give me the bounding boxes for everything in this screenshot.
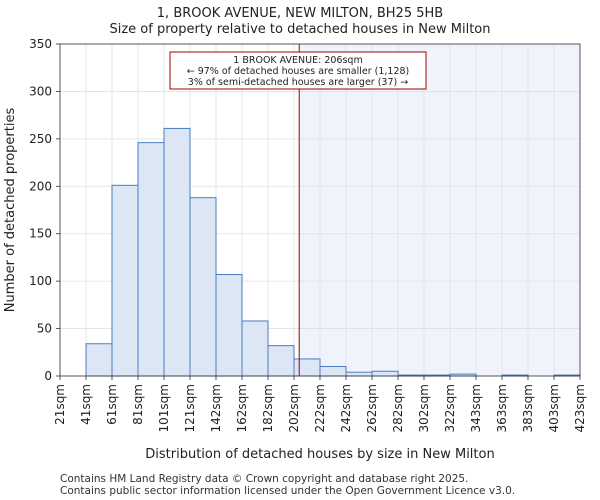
y-axis-label: Number of detached properties	[3, 108, 18, 313]
bar-142sqm	[215, 274, 243, 377]
bar-61sqm	[111, 184, 139, 377]
y-tick-label: 0	[44, 369, 52, 383]
y-tick-label: 300	[29, 84, 52, 98]
bar-162sqm	[241, 320, 269, 377]
x-tick-label-101sqm: 101sqm	[157, 384, 171, 432]
x-tick-label-142sqm: 142sqm	[209, 384, 223, 432]
chart-title: 1, BROOK AVENUE, NEW MILTON, BH25 5HB	[157, 6, 443, 21]
x-tick-label-343sqm: 343sqm	[469, 384, 483, 432]
bar-41sqm	[85, 343, 113, 377]
chart-subtitle: Size of property relative to detached ho…	[109, 22, 490, 37]
annotation-line-2: ← 97% of detached houses are smaller (1,…	[187, 66, 410, 77]
footer-line-1: Contains HM Land Registry data © Crown c…	[60, 473, 468, 485]
annotation-line-3: 3% of semi-detached houses are larger (3…	[188, 77, 408, 88]
bar-202sqm	[293, 358, 321, 377]
bar-182sqm	[267, 345, 295, 377]
x-tick-label-262sqm: 262sqm	[365, 384, 379, 432]
y-tick-label: 150	[29, 227, 52, 241]
bar-242sqm	[345, 371, 373, 377]
x-tick-label-121sqm: 121sqm	[183, 384, 197, 432]
x-tick-label-202sqm: 202sqm	[287, 384, 301, 432]
annotation-line-1: 1 BROOK AVENUE: 206sqm	[233, 55, 362, 66]
bar-101sqm	[163, 127, 191, 377]
x-tick-label-21sqm: 21sqm	[53, 384, 67, 425]
x-tick-label-423sqm: 423sqm	[573, 384, 587, 432]
x-tick-label-61sqm: 61sqm	[105, 384, 119, 425]
y-tick-label: 50	[37, 322, 52, 336]
x-tick-label-363sqm: 363sqm	[495, 384, 509, 432]
x-tick-label-162sqm: 162sqm	[235, 384, 249, 432]
footer-line-2: Contains public sector information licen…	[60, 485, 515, 497]
x-tick-label-322sqm: 322sqm	[443, 384, 457, 432]
bar-262sqm	[371, 370, 399, 377]
x-tick-label-222sqm: 222sqm	[313, 384, 327, 432]
x-axis-label: Distribution of detached houses by size …	[145, 447, 494, 462]
larger-region-shade	[299, 44, 580, 376]
x-tick-label-302sqm: 302sqm	[417, 384, 431, 432]
y-tick-label: 250	[29, 132, 52, 146]
bar-121sqm	[189, 197, 217, 377]
x-tick-label-282sqm: 282sqm	[391, 384, 405, 432]
bar-222sqm	[319, 366, 347, 377]
x-tick-label-81sqm: 81sqm	[131, 384, 145, 425]
bar-81sqm	[137, 142, 165, 377]
x-tick-label-242sqm: 242sqm	[339, 384, 353, 432]
x-tick-label-403sqm: 403sqm	[547, 384, 561, 432]
x-tick-label-41sqm: 41sqm	[79, 384, 93, 425]
x-tick-label-383sqm: 383sqm	[521, 384, 535, 432]
y-tick-label: 200	[29, 179, 52, 193]
y-tick-label: 100	[29, 274, 52, 288]
y-tick-label: 350	[29, 37, 52, 51]
annotation-box: 1 BROOK AVENUE: 206sqm ← 97% of detached…	[169, 51, 427, 90]
x-tick-label-182sqm: 182sqm	[261, 384, 275, 432]
